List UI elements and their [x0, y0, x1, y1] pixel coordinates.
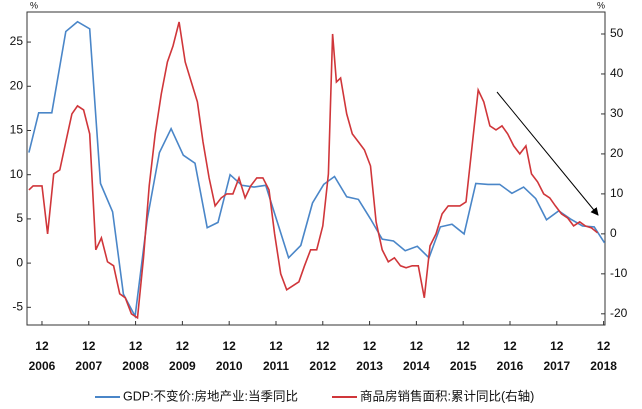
y-tick-label: 0: [16, 255, 23, 269]
x-year-label: 2011: [263, 359, 289, 373]
y-tick-label: 20: [10, 78, 24, 92]
x-tick-label: 12: [176, 339, 190, 353]
x-year-label: 2016: [497, 359, 524, 373]
x-year-label: 2007: [75, 359, 102, 373]
x-year-label: 2015: [450, 359, 477, 373]
x-tick-label: 12: [223, 339, 237, 353]
y-tick-label: 5: [16, 211, 23, 225]
legend-label: GDP:不变价:房地产业:当季同比: [123, 388, 298, 403]
y2-tick-label: -10: [610, 266, 628, 280]
y-tick-label: -5: [12, 299, 23, 313]
trend-arrow: [496, 91, 599, 216]
x-tick-label: 12: [363, 339, 377, 353]
x-tick-label: 12: [597, 339, 611, 353]
y-tick-label: 10: [10, 167, 24, 181]
y2-tick-label: 50: [610, 26, 624, 40]
x-year-label: 2013: [356, 359, 383, 373]
x-tick-label: 12: [316, 339, 330, 353]
x-tick-label: 12: [503, 339, 517, 353]
y2-tick-label: 20: [610, 146, 624, 160]
x-tick-label: 12: [269, 339, 283, 353]
y-unit: %: [30, 0, 38, 10]
x-tick-label: 12: [35, 339, 49, 353]
x-tick-label: 12: [82, 339, 96, 353]
x-year-label: 2014: [403, 359, 430, 373]
legend-label: 商品房销售面积:累计同比(右轴): [360, 388, 534, 403]
series-line: [28, 21, 598, 320]
y2-tick-label: 30: [610, 106, 624, 120]
y2-tick-label: 10: [610, 186, 624, 200]
y2-tick-label: -20: [610, 306, 628, 320]
y-tick-label: 15: [10, 123, 24, 137]
x-year-label: 2006: [29, 359, 56, 373]
x-tick-label: 12: [129, 339, 143, 353]
y2-unit: %: [597, 0, 605, 10]
x-year-label: 2012: [309, 359, 336, 373]
x-year-label: 2008: [122, 359, 149, 373]
x-tick-label: 12: [410, 339, 424, 353]
x-year-label: 2010: [216, 359, 243, 373]
x-year-label: 2018: [590, 359, 617, 373]
x-tick-label: 12: [550, 339, 564, 353]
x-year-label: 2009: [169, 359, 196, 373]
y2-tick-label: 40: [610, 66, 624, 80]
x-tick-label: 12: [457, 339, 471, 353]
x-year-label: 2017: [543, 359, 570, 373]
y2-tick-label: 0: [610, 226, 617, 240]
plot-frame: [26, 11, 606, 326]
y-tick-label: 25: [10, 34, 24, 48]
